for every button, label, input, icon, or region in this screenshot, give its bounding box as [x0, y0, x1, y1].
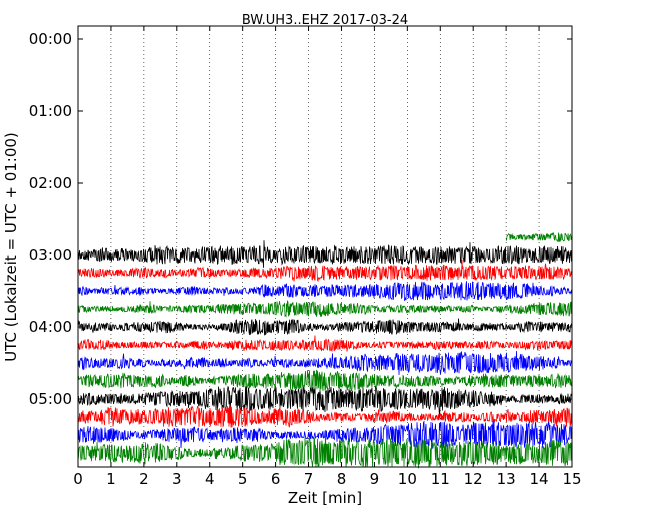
trace-layer — [77, 232, 573, 469]
grid-lines — [110, 26, 540, 467]
trace-line — [505, 232, 572, 243]
trace-line — [77, 429, 573, 469]
x-tick-label: 1 — [106, 470, 116, 488]
x-tick-label: 0 — [73, 470, 83, 488]
chart-title: BW.UH3..EHZ 2017-03-24 — [242, 13, 408, 28]
trace-line — [77, 318, 573, 336]
x-tick-label: 7 — [304, 470, 314, 488]
x-tick-label: 8 — [337, 470, 347, 488]
trace-line — [77, 369, 573, 392]
y-tick-label: 03:00 — [29, 246, 72, 264]
trace-line — [77, 405, 573, 428]
x-tick-label: 12 — [464, 470, 483, 488]
y-tick-label: 01:00 — [29, 102, 72, 120]
trace-line — [77, 259, 573, 283]
trace-line — [77, 385, 573, 418]
plot-frame — [77, 25, 573, 468]
trace-line — [77, 420, 573, 450]
x-axis-ticks: 0 1 2 3 4 5 6 7 8 9 10 11 12 13 14 15 — [73, 26, 582, 488]
y-axis-ticks: 00:00 01:00 02:00 03:00 04:00 05:00 — [29, 30, 572, 408]
x-tick-label: 2 — [139, 470, 149, 488]
y-tick-label: 02:00 — [29, 174, 72, 192]
x-tick-label: 15 — [562, 470, 581, 488]
x-tick-label: 6 — [271, 470, 281, 488]
y-tick-label: 00:00 — [29, 30, 72, 48]
x-tick-label: 3 — [172, 470, 182, 488]
x-tick-label: 11 — [431, 470, 450, 488]
y-axis-label: UTC (Lokalzeit = UTC + 01:00) — [2, 132, 20, 362]
trace-line — [77, 335, 573, 353]
y-tick-label: 04:00 — [29, 318, 72, 336]
x-tick-label: 13 — [497, 470, 516, 488]
trace-line — [77, 350, 573, 376]
x-tick-label: 10 — [398, 470, 417, 488]
x-tick-label: 4 — [205, 470, 215, 488]
trace-line — [77, 240, 573, 268]
trace-line — [77, 300, 573, 318]
y-tick-label: 05:00 — [29, 390, 72, 408]
x-tick-label: 9 — [370, 470, 380, 488]
x-tick-label: 14 — [530, 470, 549, 488]
trace-line — [77, 281, 573, 301]
x-tick-label: 5 — [238, 470, 248, 488]
x-axis-label: Zeit [min] — [288, 489, 362, 507]
